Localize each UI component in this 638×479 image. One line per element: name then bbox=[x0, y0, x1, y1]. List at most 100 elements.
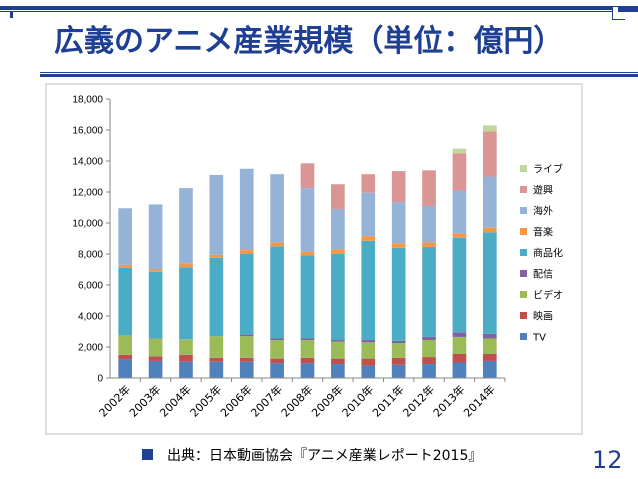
bar-segment bbox=[361, 192, 376, 237]
y-tick-label: 12,000 bbox=[72, 188, 103, 199]
bar-segment bbox=[422, 340, 436, 358]
bar-segment bbox=[482, 176, 497, 228]
bar-segment bbox=[391, 357, 406, 365]
bar-segment bbox=[209, 254, 224, 258]
legend-label: 映画 bbox=[533, 311, 553, 323]
bar-segment bbox=[361, 340, 376, 343]
bar-segment bbox=[422, 357, 436, 365]
bar-segment bbox=[300, 363, 315, 378]
title-underline-thin bbox=[40, 72, 638, 73]
bar-segment bbox=[270, 242, 284, 247]
bar-segment bbox=[270, 340, 284, 359]
bar-segment bbox=[179, 267, 193, 340]
bar-segment bbox=[391, 340, 406, 344]
header-rule-thick bbox=[0, 6, 638, 10]
slide-title: 広義のアニメ産業規模（単位：億円） bbox=[54, 24, 564, 59]
square-bullet-icon bbox=[142, 448, 153, 460]
bar-segment bbox=[331, 209, 345, 250]
bar-segment bbox=[209, 174, 224, 255]
y-tick-label: 4,000 bbox=[78, 312, 103, 323]
bar-segment bbox=[118, 354, 133, 360]
bar-segment bbox=[482, 131, 497, 177]
bar-segment bbox=[148, 338, 163, 357]
legend-swatch bbox=[520, 291, 527, 298]
y-axis: 0 2,000 4,000 6,000 8,000 10,000 12,000 14,000 1… bbox=[72, 95, 111, 385]
bar-segment bbox=[118, 208, 133, 265]
legend-label: 音楽 bbox=[533, 226, 553, 239]
bar-segment bbox=[331, 358, 345, 365]
bars bbox=[118, 125, 497, 378]
bar-segment bbox=[422, 364, 436, 378]
bar-segment bbox=[179, 188, 193, 264]
bar-segment bbox=[300, 338, 315, 341]
bar-segment bbox=[148, 271, 163, 339]
bar-segment bbox=[179, 263, 193, 268]
bar-segment bbox=[270, 246, 284, 339]
bar-segment bbox=[482, 338, 497, 354]
bar-segment bbox=[361, 342, 376, 359]
bar-segment bbox=[331, 254, 345, 341]
header-accent bbox=[10, 12, 13, 18]
bar-segment bbox=[239, 250, 254, 254]
legend-label: 遊興 bbox=[533, 184, 553, 197]
legend-label: TV bbox=[532, 333, 546, 344]
bar-segment bbox=[361, 240, 376, 341]
bar-segment bbox=[452, 237, 467, 333]
bar-segment bbox=[239, 168, 254, 251]
bar-segment bbox=[300, 340, 315, 358]
y-tick-label: 0 bbox=[97, 374, 103, 385]
legend-swatch bbox=[520, 207, 527, 214]
bar-segment bbox=[300, 255, 315, 339]
bar-segment bbox=[148, 204, 163, 270]
y-tick-label: 16,000 bbox=[72, 126, 103, 137]
bar-segment bbox=[209, 361, 224, 378]
y-tick-label: 10,000 bbox=[72, 219, 103, 230]
legend-label: ライブ bbox=[533, 163, 563, 176]
bar-segment bbox=[270, 338, 284, 341]
y-tick-label: 14,000 bbox=[72, 157, 103, 168]
bar-segment bbox=[391, 364, 406, 378]
legend-swatch bbox=[520, 228, 527, 235]
bar-segment bbox=[422, 205, 436, 243]
bar-segment bbox=[482, 125, 497, 132]
bar-segment bbox=[148, 360, 163, 378]
legend-swatch bbox=[520, 333, 527, 340]
bar-segment bbox=[179, 354, 193, 362]
bar-segment bbox=[300, 357, 315, 364]
bar-segment bbox=[209, 336, 224, 358]
bar-segment bbox=[209, 357, 224, 362]
y-tick-label: 6,000 bbox=[78, 281, 103, 292]
bar-segment bbox=[361, 236, 376, 241]
bar-segment bbox=[452, 190, 467, 234]
bar-segment bbox=[452, 362, 467, 378]
bar-segment bbox=[239, 361, 254, 378]
bar-segment bbox=[331, 340, 345, 342]
bar-segment bbox=[422, 247, 436, 337]
y-tick-label: 8,000 bbox=[78, 250, 103, 261]
bar-segment bbox=[422, 242, 436, 248]
legend-label: 商品化 bbox=[533, 247, 563, 260]
legend-swatch bbox=[520, 165, 527, 172]
bar-segment bbox=[361, 174, 376, 193]
bar-segment bbox=[239, 336, 254, 358]
bar-segment bbox=[331, 184, 345, 210]
bar-segment bbox=[361, 365, 376, 378]
bar-segment bbox=[148, 356, 163, 361]
page-number: 12 bbox=[592, 446, 623, 474]
bar-segment bbox=[118, 335, 133, 355]
bar-segment bbox=[482, 232, 497, 334]
bar-segment bbox=[452, 153, 467, 191]
bar-segment bbox=[179, 339, 193, 355]
title-underline-thick bbox=[40, 74, 638, 77]
bar-segment bbox=[331, 249, 345, 254]
y-tick-label: 2,000 bbox=[78, 343, 103, 354]
bar-segment bbox=[452, 336, 467, 354]
bar-segment bbox=[391, 202, 406, 244]
legend-swatch bbox=[520, 249, 527, 256]
bar-segment bbox=[300, 251, 315, 256]
bar-segment bbox=[391, 243, 406, 248]
legend-swatch bbox=[520, 312, 527, 319]
source-text: 出典：日本動画協会『アニメ産業レポート2015』 bbox=[167, 448, 483, 464]
